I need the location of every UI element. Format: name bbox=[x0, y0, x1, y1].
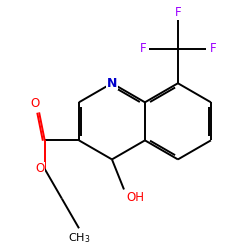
Text: F: F bbox=[174, 6, 181, 18]
Text: N: N bbox=[107, 77, 117, 90]
Text: OH: OH bbox=[126, 191, 144, 204]
Text: CH$_3$: CH$_3$ bbox=[68, 231, 90, 245]
Text: F: F bbox=[210, 42, 216, 56]
Text: O: O bbox=[35, 162, 44, 175]
Text: F: F bbox=[140, 42, 146, 56]
Text: O: O bbox=[30, 98, 39, 110]
